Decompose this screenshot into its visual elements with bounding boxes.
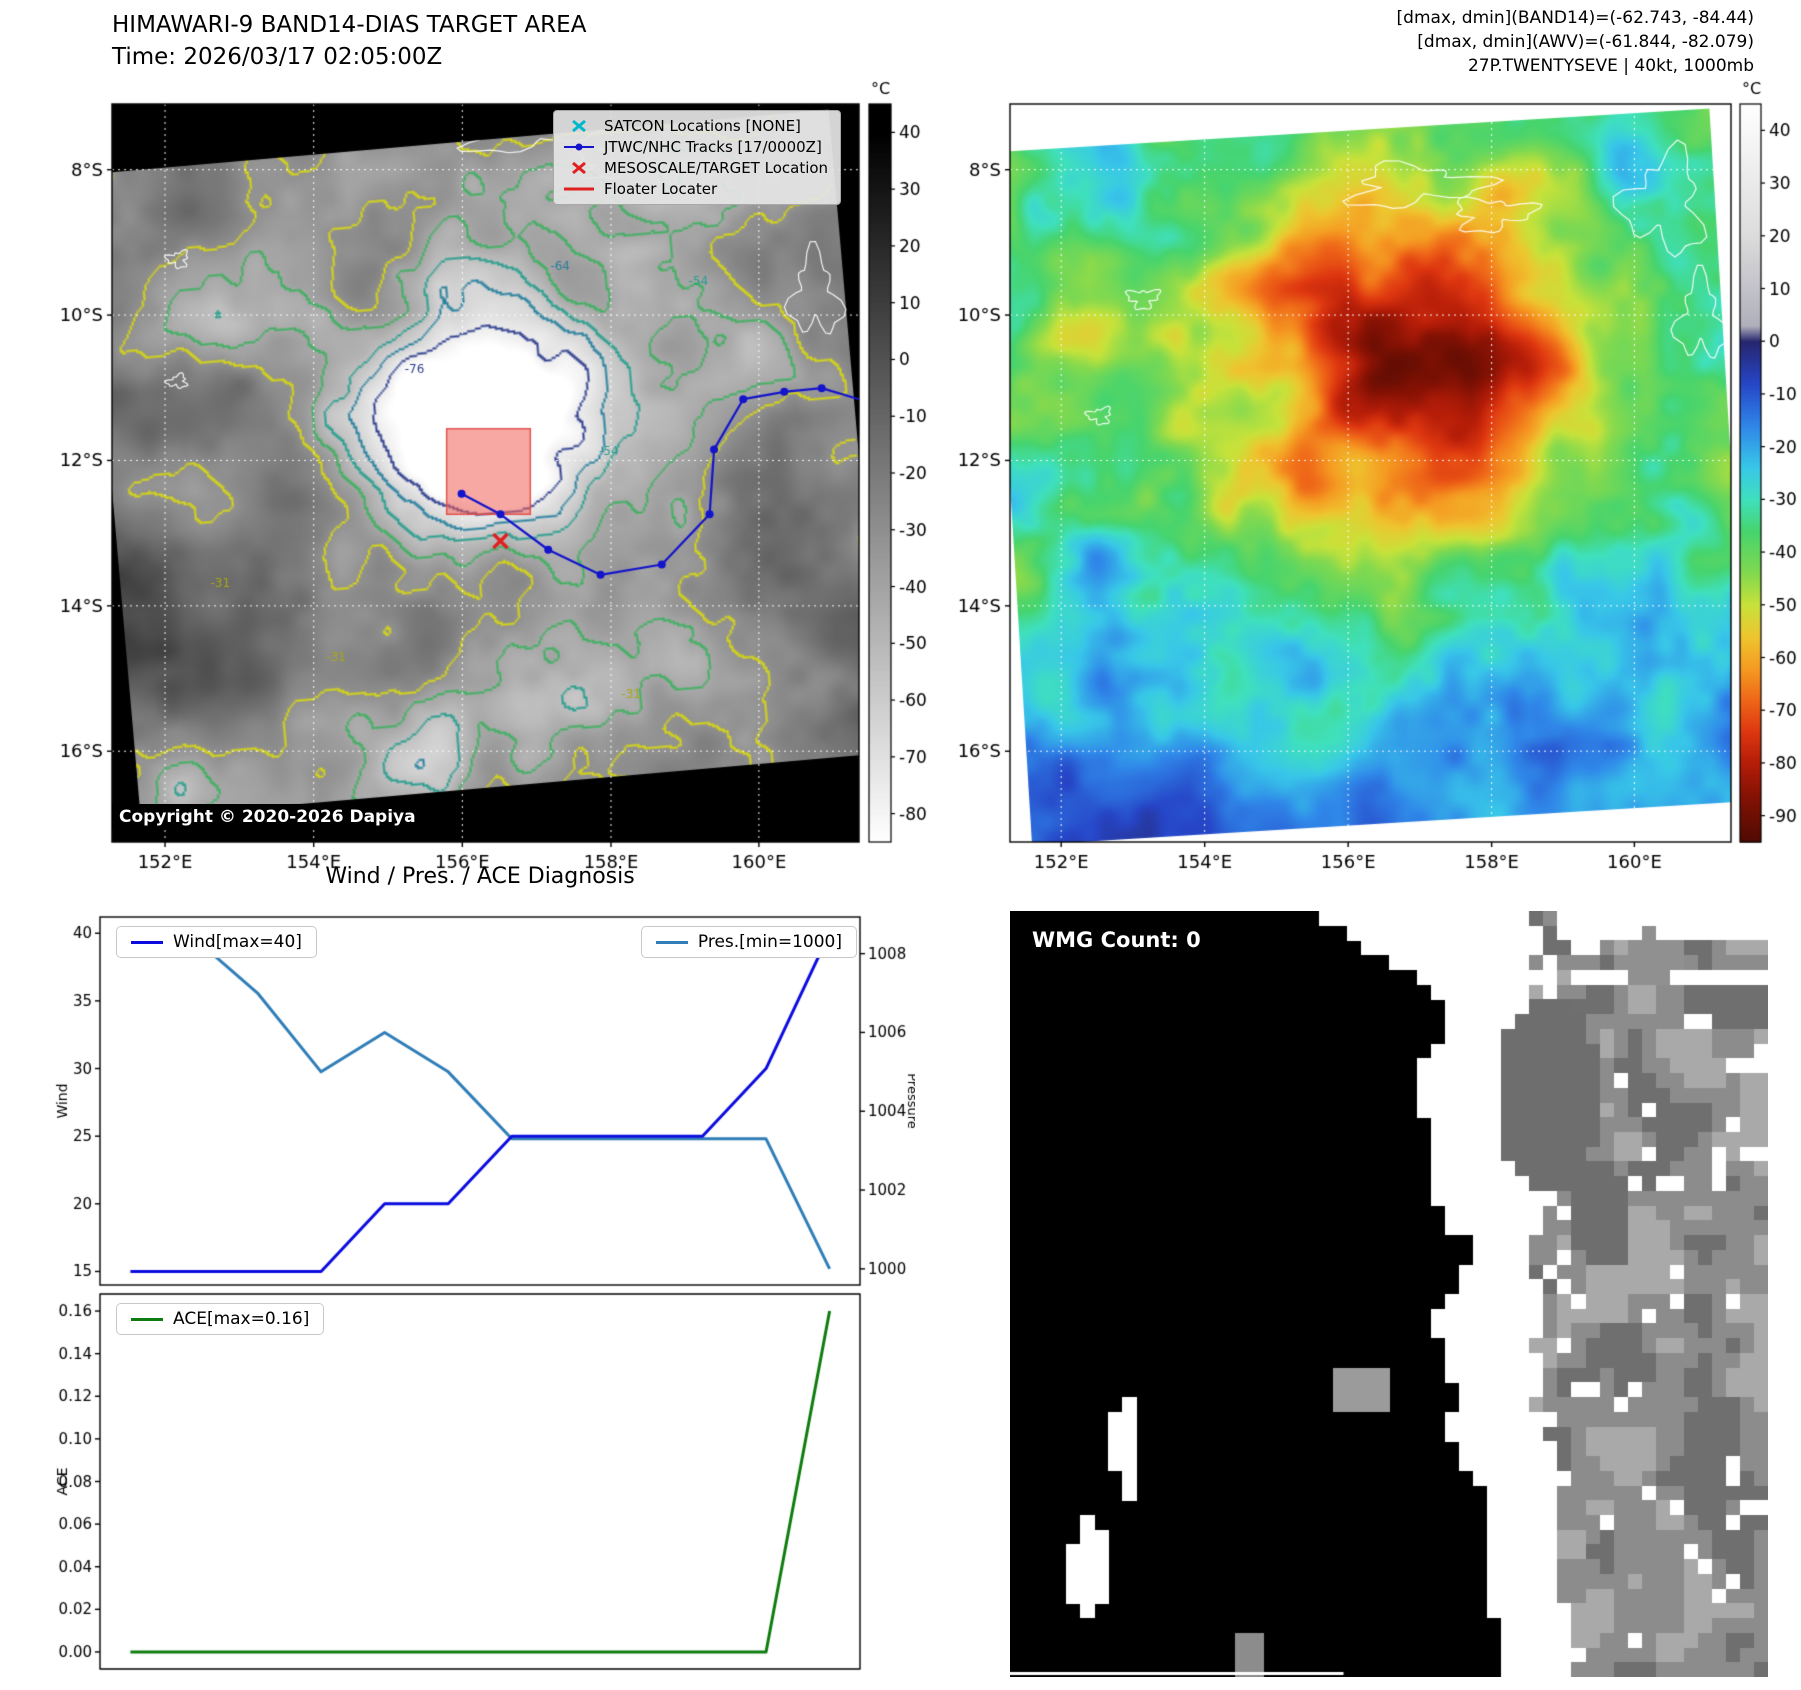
band14-map-legend: SATCON Locations [NONE] JTWC/NHC Tracks … — [553, 110, 842, 205]
band14-map-canvas — [40, 80, 960, 880]
line-dot-marker-icon — [564, 143, 594, 151]
x-marker-icon — [572, 119, 586, 133]
line-marker-icon — [564, 187, 594, 191]
diagnosis-title: Wind / Pres. / ACE Diagnosis — [325, 864, 635, 889]
dmax-dmin-awv-label: [dmax, dmin](AWV)=(-61.844, -82.079) — [1417, 32, 1754, 52]
copyright-label: Copyright © 2020-2026 Dapiya — [112, 804, 423, 830]
ace-line-swatch — [131, 1317, 163, 1321]
diagnosis-chart-canvas — [55, 896, 915, 1690]
legend-item-floater: Floater Locater — [562, 180, 828, 198]
legend-item-track: JTWC/NHC Tracks [17/0000Z] — [562, 138, 828, 156]
wmg-grid-canvas — [1010, 911, 1768, 1677]
storm-id-intensity-label: 27P.TWENTYSEVE | 40kt, 1000mb — [1467, 56, 1754, 76]
legend-item-label: MESOSCALE/TARGET Location — [604, 159, 829, 177]
x-marker-icon — [572, 161, 586, 175]
wind-line-swatch — [131, 940, 163, 944]
dmax-dmin-band14-label: [dmax, dmin](BAND14)=(-62.743, -84.44) — [1396, 8, 1754, 28]
wind-series-legend: Wind[max=40] — [116, 926, 317, 958]
legend-item-label: JTWC/NHC Tracks [17/0000Z] — [604, 138, 822, 156]
band14-title: HIMAWARI-9 BAND14-DIAS TARGET AREA — [112, 12, 587, 38]
band14-time-label: Time: 2026/03/17 02:05:00Z — [112, 44, 443, 70]
wmg-count-label: WMG Count: 0 — [1032, 928, 1201, 952]
awv-header-block: [dmax, dmin](BAND14)=(-62.743, -84.44) [… — [1040, 6, 1754, 78]
legend-item-label: Floater Locater — [604, 180, 718, 198]
awv-map-canvas — [940, 80, 1801, 880]
legend-item-satcon: SATCON Locations [NONE] — [562, 117, 828, 135]
pressure-line-swatch — [655, 940, 688, 944]
pressure-legend-label: Pres.[min=1000] — [697, 932, 842, 952]
legend-item-label: SATCON Locations [NONE] — [604, 117, 801, 135]
ace-series-legend: ACE[max=0.16] — [116, 1303, 325, 1335]
wind-legend-label: Wind[max=40] — [173, 932, 302, 952]
ace-legend-label: ACE[max=0.16] — [173, 1309, 310, 1329]
legend-item-mesoscale-target: MESOSCALE/TARGET Location — [562, 159, 828, 177]
pressure-series-legend: Pres.[min=1000] — [640, 926, 857, 958]
